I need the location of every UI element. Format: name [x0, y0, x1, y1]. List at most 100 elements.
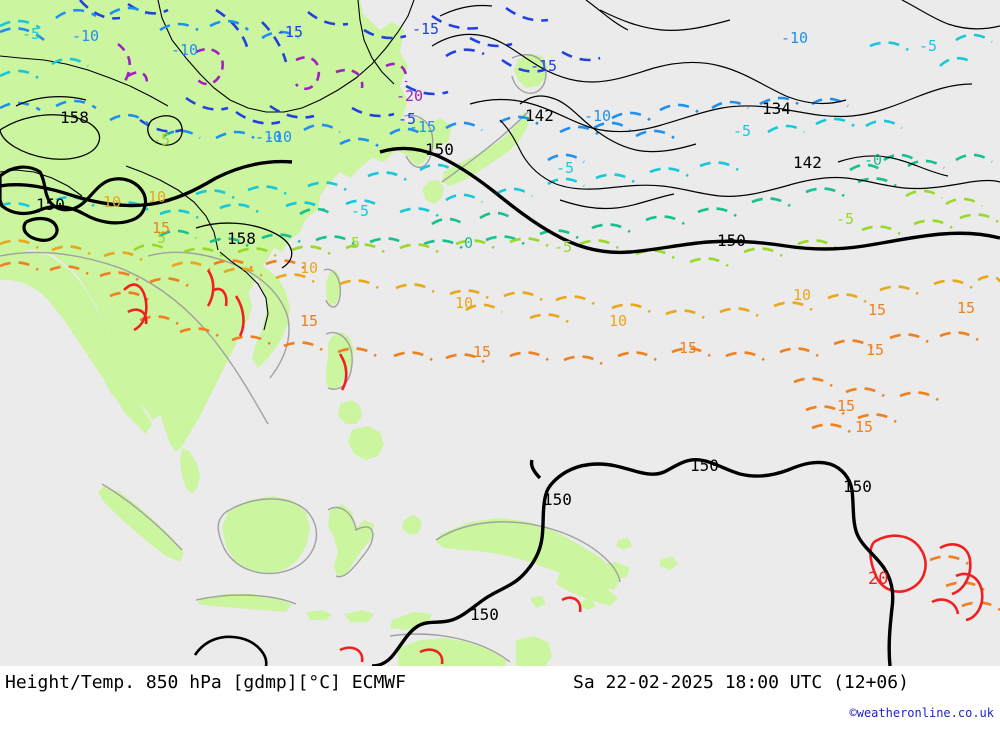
temperature-label: 10 — [148, 188, 167, 206]
land-sulawesi — [328, 504, 374, 578]
temperature-label: 15 — [837, 397, 856, 415]
land-layer — [0, 0, 678, 666]
land-japan-hokkaido — [514, 54, 548, 88]
temperature-label: 15 — [866, 341, 885, 359]
temperature-label: -15 — [530, 57, 558, 75]
temperature-label: 15 — [300, 312, 319, 330]
height-contour-158 — [0, 96, 293, 269]
temperature-label: -10 — [171, 41, 199, 59]
temperature-label: -5 — [22, 25, 41, 43]
land-sumatra — [98, 486, 184, 562]
temperature-label: -5 — [554, 238, 573, 256]
temperature-label: 0 — [464, 234, 474, 252]
height-label: 150 — [843, 477, 872, 496]
temperature-label: -5 — [398, 110, 417, 128]
temperature-label: -0 — [864, 151, 883, 169]
land-india-burma — [0, 250, 152, 434]
land-speck-a — [660, 556, 678, 570]
border-layer — [0, 0, 415, 331]
height-contour-134 — [431, 0, 973, 133]
land-speck-b — [616, 538, 632, 550]
temperature-label: 10 — [103, 193, 122, 211]
land-new-britain — [596, 562, 630, 578]
temperature-label: -20 — [396, 87, 424, 105]
height-label: 134 — [762, 99, 791, 118]
land-png-east — [556, 572, 618, 606]
height-contour-layer — [0, 0, 1000, 666]
temperature-label: -15 — [409, 118, 437, 136]
temperature-label: 15 — [868, 301, 887, 319]
temperature-label: 5 — [351, 234, 361, 252]
land-vietnam-coast — [252, 262, 290, 368]
temperature-label: -5 — [351, 202, 370, 220]
height-label: 158 — [60, 108, 89, 127]
land-taiwan — [326, 270, 340, 306]
height-label: 142 — [525, 106, 554, 125]
height-contour-extra — [599, 0, 1000, 31]
temperature-label: -15 — [412, 20, 440, 38]
land-timor — [390, 612, 432, 630]
temperature-label: 5 — [157, 229, 167, 247]
temperature-label: 15 — [855, 418, 874, 436]
land-japan-kyushu — [422, 180, 444, 204]
coastline-layer — [0, 54, 621, 663]
height-label: 150 — [717, 231, 746, 250]
footer-title: Height/Temp. 850 hPa [gdmp][°C] ECMWF — [5, 672, 406, 693]
temperature-label: -10 — [781, 29, 809, 47]
temperature-label: 15 — [957, 299, 976, 317]
land-australia-north — [398, 638, 506, 666]
land-australia-cape-york — [516, 636, 552, 666]
height-label: 150 — [543, 490, 572, 509]
temperature-label: -5 — [556, 159, 575, 177]
isotherm-minus10 — [0, 6, 849, 164]
map-vector-layer — [0, 0, 1000, 666]
temperature-label: 15 — [152, 219, 171, 237]
isotherm-plus10 — [0, 239, 1000, 324]
isotherm-minus20 — [117, 42, 408, 91]
temperature-label: 10 — [300, 259, 319, 277]
height-label: 142 — [793, 153, 822, 172]
isotherm-minus5 — [0, 19, 993, 220]
temperature-label: 10 — [793, 286, 812, 304]
temperature-label: 15 — [473, 343, 492, 361]
map-footer: Height/Temp. 850 hPa [gdmp][°C] ECMWF Sa… — [0, 666, 1000, 733]
temperature-label: -10 — [255, 128, 283, 146]
land-lesser-sunda — [306, 610, 332, 620]
land-indochina — [144, 248, 252, 452]
land-borneo — [222, 496, 310, 574]
height-label: 150 — [425, 140, 454, 159]
height-contour-142 — [499, 95, 1000, 210]
height-label: 150 — [470, 605, 499, 624]
land-speck-d — [530, 596, 546, 608]
land-luzon — [326, 332, 354, 390]
temperature-label: 10 — [609, 312, 628, 330]
land-malay-peninsula — [180, 448, 200, 494]
temperature-label: 15 — [679, 339, 698, 357]
land-new-guinea — [436, 518, 620, 590]
land-mindanao — [348, 426, 384, 460]
temperature-label: -10 — [584, 107, 612, 125]
height-label: 150 — [690, 456, 719, 475]
temperature-label: -10 — [265, 128, 293, 146]
land-asia-mainland — [0, 0, 452, 420]
isotherm-plus20 — [123, 269, 984, 665]
copyright-link[interactable]: ©weatheronline.co.uk — [849, 706, 995, 720]
land-java — [198, 594, 292, 612]
footer-datetime: Sa 22-02-2025 18:00 UTC (12+06) — [573, 672, 909, 693]
land-sunda-2 — [344, 610, 374, 622]
temperature-label: -15 — [276, 23, 304, 41]
temperature-label: -5 — [152, 131, 171, 149]
isotherm-plus15 — [0, 259, 1000, 612]
temperature-label: -10 — [72, 27, 100, 45]
height-contour-150-loop — [193, 635, 268, 666]
isotherm-plus5 — [133, 189, 999, 268]
height-label: 150 — [36, 195, 65, 214]
temperature-label: -5 — [733, 122, 752, 140]
isotherm-minus15 — [79, 0, 601, 133]
temperature-label: -5 — [836, 210, 855, 228]
temperature-label: 20 — [868, 569, 889, 589]
map-canvas[interactable]: 158 158 150 150 134 142 142 150 150 150 … — [0, 0, 1000, 666]
land-philippines-visayas — [338, 400, 362, 424]
temperature-label: 10 — [455, 294, 474, 312]
